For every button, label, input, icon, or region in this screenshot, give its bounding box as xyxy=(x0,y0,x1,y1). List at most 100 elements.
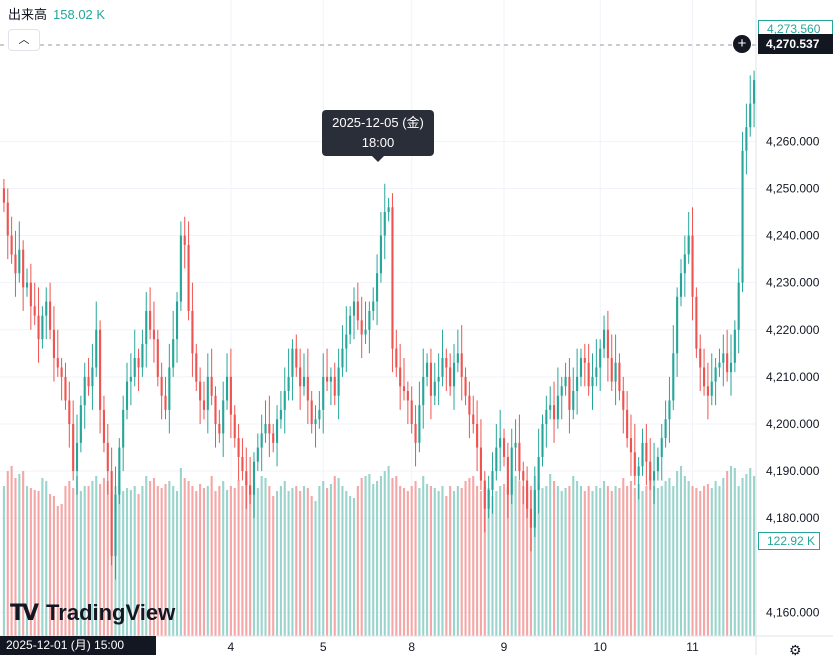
volume-bar xyxy=(360,478,363,636)
volume-bar xyxy=(695,488,698,636)
volume-bar xyxy=(99,484,102,636)
volume-bar xyxy=(437,491,440,636)
volume-bar xyxy=(452,491,456,636)
candle-body xyxy=(502,438,506,457)
candle-body xyxy=(656,456,659,472)
volume-bar xyxy=(652,486,656,636)
volume-bar xyxy=(418,488,421,636)
y-tick-label: 4,180.000 xyxy=(766,511,820,525)
volume-bar xyxy=(18,474,21,636)
collapse-legend-button[interactable]: ︿ xyxy=(8,29,40,51)
volume-bar xyxy=(356,486,359,636)
volume-bar xyxy=(118,471,121,636)
volume-bar xyxy=(322,481,325,636)
volume-bar xyxy=(249,491,252,636)
candle-body xyxy=(564,376,567,387)
y-tick-label: 4,190.000 xyxy=(766,464,820,478)
candle-body xyxy=(256,447,259,462)
volume-bar xyxy=(283,481,286,636)
volume-bar xyxy=(260,476,263,636)
volume-bar xyxy=(395,476,398,636)
volume-bar xyxy=(599,488,602,636)
volume-legend-label: 出来高 xyxy=(8,7,48,22)
candle-body xyxy=(279,409,282,420)
candle-body xyxy=(641,442,644,467)
volume-bar xyxy=(618,488,621,636)
volume-bar xyxy=(753,476,756,636)
candle-body xyxy=(545,409,548,424)
volume-bar xyxy=(29,488,32,636)
volume-bar xyxy=(210,476,213,636)
volume-bar xyxy=(499,486,502,636)
candle-body xyxy=(172,339,175,368)
candle-body xyxy=(664,419,667,439)
y-tick-label: 4,200.000 xyxy=(766,417,820,431)
candle-body xyxy=(237,438,240,457)
candle-body xyxy=(402,386,406,392)
candle-body xyxy=(75,442,79,472)
add-plus-icon[interactable]: + xyxy=(733,35,751,53)
volume-bar xyxy=(299,491,302,636)
candle-body xyxy=(368,310,371,330)
candle-body xyxy=(637,466,640,476)
volume-bar xyxy=(141,486,144,636)
candle-body xyxy=(629,438,633,453)
volume-bar xyxy=(495,491,498,636)
candle-body xyxy=(602,329,606,349)
candle-body xyxy=(10,235,13,255)
volume-bar xyxy=(91,481,94,636)
candle-body xyxy=(122,409,125,448)
candle-body xyxy=(37,315,40,340)
volume-bar xyxy=(372,484,375,636)
volume-bar xyxy=(10,466,13,636)
tradingview-logo[interactable]: TV TradingView xyxy=(10,600,175,626)
volume-bar xyxy=(272,496,275,636)
volume-bar xyxy=(222,481,225,636)
candle-body xyxy=(395,348,398,368)
candle-body xyxy=(233,414,236,439)
candle-body xyxy=(287,376,290,392)
candle-body xyxy=(529,508,533,528)
volume-bar xyxy=(187,481,190,636)
candle-body xyxy=(87,376,90,387)
volume-bar xyxy=(633,488,636,636)
candle-body xyxy=(714,367,717,382)
volume-bar xyxy=(326,488,329,636)
volume-bar xyxy=(579,486,583,636)
volume-bar xyxy=(564,488,567,636)
settings-gear-icon[interactable]: ⚙ xyxy=(789,642,802,658)
candle-body xyxy=(706,386,709,396)
candle-body xyxy=(410,400,413,424)
volume-bar xyxy=(60,504,63,636)
candle-body xyxy=(649,461,652,481)
candle-body xyxy=(364,329,367,335)
candle-body xyxy=(145,310,148,344)
volume-bar xyxy=(129,490,132,636)
volume-bar xyxy=(287,491,290,636)
candle-body xyxy=(468,395,471,415)
candle-body xyxy=(310,400,313,424)
volume-bar xyxy=(510,478,513,636)
candle-body xyxy=(445,358,448,368)
candle-body xyxy=(437,376,440,382)
candle-body xyxy=(533,489,536,528)
candle-body xyxy=(52,329,55,359)
volume-bar xyxy=(637,484,640,636)
volume-bar xyxy=(25,486,29,636)
volume-bar xyxy=(533,476,536,636)
candle-body xyxy=(183,235,186,245)
volume-bar xyxy=(668,478,671,636)
volume-bar xyxy=(333,476,336,636)
volume-bar xyxy=(214,491,217,636)
volume-bar xyxy=(726,471,729,636)
volume-bar xyxy=(399,486,402,636)
y-tick-label: 4,220.000 xyxy=(766,323,820,337)
volume-bar xyxy=(183,478,186,636)
candle-body xyxy=(360,320,363,335)
volume-bar xyxy=(679,466,683,636)
candle-body xyxy=(25,282,29,288)
candle-body xyxy=(522,471,525,481)
volume-bar xyxy=(691,486,694,636)
